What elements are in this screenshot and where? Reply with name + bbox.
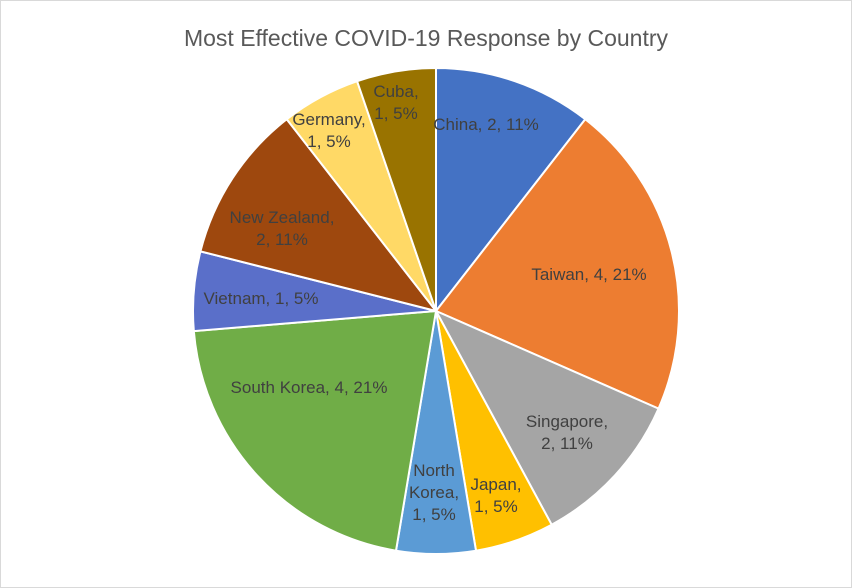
pie-slice-china [435, 66, 587, 314]
pie-slice-singapore [433, 308, 660, 527]
pie-slice-new-zealand [199, 117, 439, 313]
data-label-china: China, 2, 11% [433, 115, 539, 134]
data-label-new-zealand: New Zealand, 2, 11% [230, 208, 335, 249]
pie-slice-south-korea [192, 309, 438, 552]
data-label-north-korea: North Korea, 1, 5% [409, 461, 459, 524]
pie-slice-cuba [355, 66, 437, 312]
data-label-singapore: Singapore, 2, 11% [526, 412, 608, 453]
data-label-taiwan: Taiwan, 4, 21% [531, 265, 646, 284]
data-label-cuba: Cuba, 1, 5% [373, 82, 418, 123]
data-label-japan: Japan, 1, 5% [470, 475, 521, 516]
data-label-south-korea: South Korea, 4, 21% [231, 378, 388, 397]
chart-title: Most Effective COVID-19 Response by Coun… [183, 25, 669, 51]
data-label-germany: Germany, 1, 5% [292, 110, 365, 151]
data-label-vietnam: Vietnam, 1, 5% [204, 289, 319, 308]
pie-slice-taiwan [434, 117, 680, 410]
